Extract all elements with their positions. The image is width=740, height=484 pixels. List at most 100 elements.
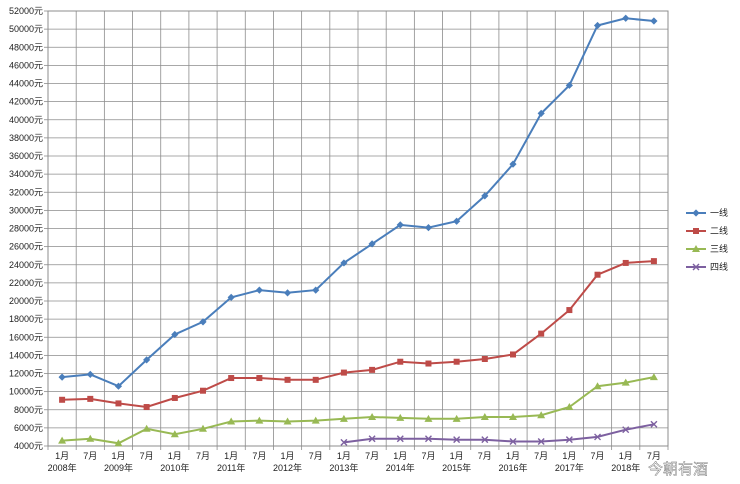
data-point [396, 221, 404, 229]
y-tick-label: 38000元 [9, 133, 43, 143]
x-tick-label: 7月 [647, 451, 661, 461]
y-tick-label: 48000元 [9, 42, 43, 52]
y-tick-label: 50000元 [9, 24, 43, 34]
data-point [284, 376, 291, 383]
legend-label: 三线 [710, 243, 728, 254]
data-point [480, 413, 489, 420]
y-tick-label: 52000元 [9, 6, 43, 16]
y-tick-label: 8000元 [14, 405, 43, 415]
data-point [650, 17, 658, 25]
y-tick-label: 18000元 [9, 314, 43, 324]
x-year-label: 2009年 [104, 462, 133, 473]
x-tick-label: 7月 [421, 451, 435, 461]
y-tick-label: 28000元 [9, 224, 43, 234]
data-point [368, 435, 376, 443]
data-point [115, 400, 122, 407]
data-point [397, 358, 404, 365]
marker-stroke [537, 437, 545, 445]
y-tick-label: 4000元 [14, 441, 43, 451]
x-tick-label: 7月 [83, 451, 97, 461]
data-point [649, 373, 658, 381]
x-tick-label: 1月 [111, 451, 125, 461]
x-year-label: 2010年 [160, 462, 189, 473]
series-lines [58, 14, 658, 447]
legend-label: 一线 [710, 207, 728, 218]
marker-stroke [509, 437, 517, 445]
data-point [621, 378, 630, 386]
y-tick-label: 40000元 [9, 115, 43, 125]
axes: 4000元 6000元 8000元 10000元 12000元 14000元 16000元 1… [9, 6, 669, 473]
data-point [537, 437, 545, 445]
data-point [58, 373, 66, 381]
legend-label: 二线 [710, 225, 728, 236]
data-point [283, 417, 292, 425]
legend-marker [692, 245, 700, 252]
data-point [255, 286, 263, 294]
data-point [565, 436, 573, 444]
x-year-label: 2016年 [498, 462, 527, 473]
x-tick-label: 1月 [450, 451, 464, 461]
marker-stroke [594, 433, 602, 441]
data-point [255, 416, 264, 424]
data-point [537, 411, 546, 419]
data-point [481, 192, 489, 200]
data-point [594, 433, 602, 441]
data-point [368, 240, 376, 248]
x-tick-label: 7月 [534, 451, 548, 461]
y-tick-label: 26000元 [9, 242, 43, 252]
data-point [593, 21, 602, 30]
data-point [622, 426, 630, 434]
data-point [86, 434, 95, 442]
data-point [369, 366, 376, 373]
data-point [58, 436, 67, 444]
y-tick-label: 16000元 [9, 332, 43, 342]
x-tick-label: 1月 [562, 451, 576, 461]
marker-stroke [340, 438, 348, 446]
data-point [537, 109, 545, 118]
data-point [452, 414, 461, 422]
marker-stroke [453, 436, 461, 444]
legend-item-3: 三线 [686, 243, 728, 254]
y-tick-label: 6000元 [14, 423, 43, 433]
marker-stroke [396, 435, 404, 443]
data-point [256, 375, 263, 382]
x-year-label: 2014年 [386, 462, 415, 473]
data-point [59, 396, 66, 403]
y-tick-label: 14000元 [9, 350, 43, 360]
data-point [424, 435, 432, 443]
series-line [62, 17, 654, 388]
x-year-label: 2012年 [273, 462, 302, 473]
data-point [114, 439, 123, 447]
watermark-text: 今朝有酒 [648, 461, 708, 478]
legend-item-1: 一线 [686, 207, 728, 218]
data-point [650, 420, 658, 428]
legend-marker [692, 263, 700, 271]
legend-marker [692, 209, 700, 217]
data-point [594, 271, 601, 278]
data-point [538, 330, 545, 337]
x-tick-label: 7月 [309, 451, 323, 461]
data-point [114, 382, 123, 390]
data-point [143, 356, 151, 364]
legend-marker [693, 228, 699, 234]
data-point [593, 382, 602, 390]
marker-stroke [424, 435, 432, 443]
x-year-label: 2013年 [329, 462, 358, 473]
y-tick-label: 10000元 [9, 387, 43, 397]
data-point [312, 376, 319, 383]
series-line [343, 423, 655, 444]
data-point [510, 351, 516, 358]
marker-stroke [481, 436, 489, 444]
x-tick-label: 1月 [168, 451, 182, 461]
series-4 [340, 420, 658, 446]
x-tick-label: 1月 [337, 451, 351, 461]
data-point [86, 370, 94, 379]
y-tick-label: 34000元 [9, 169, 43, 179]
x-year-label: 2011年 [217, 462, 245, 473]
series-1 [58, 14, 658, 390]
data-point [199, 318, 207, 326]
x-tick-label: 7月 [140, 451, 154, 461]
watermark: 今朝有酒 [648, 461, 708, 478]
marker-stroke [622, 426, 630, 434]
